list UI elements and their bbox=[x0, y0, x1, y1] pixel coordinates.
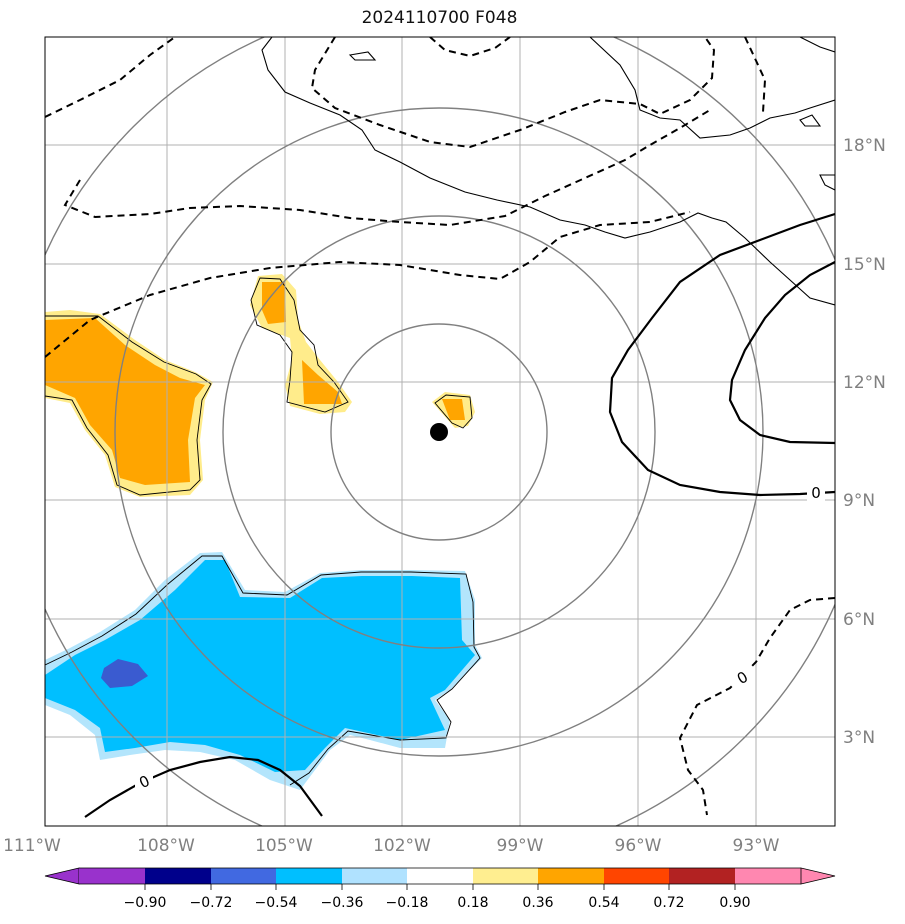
colorbar-segment bbox=[407, 868, 473, 884]
positive-anomaly-regions bbox=[45, 274, 475, 497]
colorbar-segment bbox=[211, 868, 276, 884]
storm-center-marker bbox=[430, 423, 448, 441]
contour-label: 0 bbox=[811, 484, 821, 502]
colorbar-tick: −0.90 bbox=[124, 895, 167, 911]
lon-tick: 105°W bbox=[255, 836, 313, 856]
lon-tick: 102°W bbox=[373, 836, 431, 856]
colorbar-segment bbox=[473, 868, 538, 884]
lon-tick: 108°W bbox=[137, 836, 195, 856]
colorbar-segment bbox=[342, 868, 407, 884]
dashed-contours bbox=[45, 37, 835, 816]
colorbar-extend-high bbox=[800, 867, 836, 885]
colorbar-tick: 0.54 bbox=[588, 895, 619, 911]
colorbar-tick: 0.90 bbox=[719, 895, 750, 911]
lat-tick: 3°N bbox=[843, 728, 875, 748]
colorbar-tick: 0.72 bbox=[653, 895, 684, 911]
colorbar-tick: −0.54 bbox=[255, 895, 298, 911]
map-area: 0 0 0 bbox=[45, 37, 835, 826]
lat-tick: 12°N bbox=[843, 373, 886, 393]
colorbar-segment bbox=[538, 868, 604, 884]
colorbar: −0.90 −0.72 −0.54 −0.36 −0.18 0.18 0.36 … bbox=[44, 867, 836, 911]
map-frame bbox=[44, 36, 836, 827]
solid-contours bbox=[84, 212, 835, 818]
longitude-labels: 111°W 108°W 105°W 102°W 99°W 96°W 93°W bbox=[3, 836, 780, 856]
colorbar-segment bbox=[604, 868, 669, 884]
colorbar-tick: 0.36 bbox=[522, 895, 553, 911]
colorbar-extend-low bbox=[44, 867, 80, 885]
lat-tick: 6°N bbox=[843, 610, 875, 630]
lat-tick: 18°N bbox=[843, 136, 886, 156]
negative-anomaly-region bbox=[45, 552, 482, 790]
lon-tick: 99°W bbox=[497, 836, 544, 856]
colorbar-tick: −0.36 bbox=[321, 895, 364, 911]
lat-tick: 15°N bbox=[843, 255, 886, 275]
colorbar-segment bbox=[276, 868, 342, 884]
coastline bbox=[261, 37, 835, 306]
lon-tick: 93°W bbox=[733, 836, 780, 856]
colorbar-segment bbox=[79, 868, 145, 884]
lon-tick: 111°W bbox=[3, 836, 61, 856]
range-rings bbox=[45, 37, 835, 826]
lon-tick: 96°W bbox=[615, 836, 662, 856]
map-gridlines bbox=[45, 37, 835, 826]
latitude-labels: 18°N 15°N 12°N 9°N 6°N 3°N bbox=[843, 136, 886, 748]
lat-tick: 9°N bbox=[843, 491, 875, 511]
colorbar-tick: 0.18 bbox=[457, 895, 488, 911]
colorbar-tick: −0.72 bbox=[190, 895, 233, 911]
colorbar-tick: −0.18 bbox=[386, 895, 429, 911]
colorbar-segment bbox=[735, 868, 801, 884]
colorbar-segment bbox=[145, 868, 211, 884]
map-title: 2024110700 F048 bbox=[361, 8, 518, 28]
contour-labels: 0 0 0 bbox=[135, 482, 825, 792]
colorbar-segment bbox=[669, 868, 735, 884]
